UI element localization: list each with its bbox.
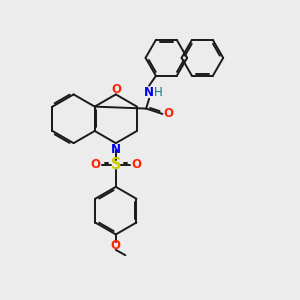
Text: H: H xyxy=(154,86,162,99)
Text: N: N xyxy=(144,86,154,99)
Text: O: O xyxy=(131,158,141,171)
Text: S: S xyxy=(111,157,121,172)
Text: N: N xyxy=(111,143,121,156)
Text: O: O xyxy=(111,82,122,96)
Text: O: O xyxy=(111,239,121,252)
Text: O: O xyxy=(91,158,100,171)
Text: O: O xyxy=(164,107,173,120)
